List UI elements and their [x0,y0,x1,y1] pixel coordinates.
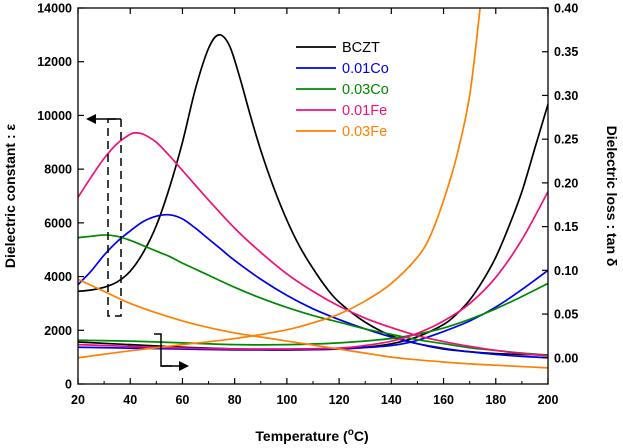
epsilon-annotation-box [107,118,122,317]
y-right-tick-label: 0.20 [554,176,578,190]
x-tick-label: 100 [276,393,297,407]
series-line-001co-epsilon [78,213,548,359]
x-axis-title-prefix: Temperature ( [255,428,348,444]
y-left-tick-label: 4000 [44,270,72,284]
x-tick-label: 20 [71,393,85,407]
x-tick-label: 200 [538,393,559,407]
y-right-axis-title: Dielectric loss : tan δ [604,126,620,267]
epsilon-arrow-head [86,114,96,124]
series-group [78,8,548,369]
y-left-tick-label: 8000 [44,163,72,177]
y-right-tick-label: 0.25 [554,133,578,147]
series-line-003fe-epsilon [78,278,548,369]
series-line-bczt-tan-delta [78,103,548,351]
series-line-003co-epsilon [78,234,548,356]
x-tick-label: 140 [381,393,402,407]
y-right-tick-label: 0.00 [554,351,578,365]
plot-frame [77,7,549,385]
y-left-tick-label: 0 [65,378,72,392]
x-tick-label: 180 [485,393,506,407]
x-tick-label: 60 [175,393,189,407]
epsilon-axis-annotation [86,114,122,317]
x-axis-title-unit: o [348,427,354,438]
legend: BCZT 0.01Co 0.03Co 0.01Fe 0.03Fe [296,40,389,140]
legend-label: 0.03Co [342,82,389,98]
series-line-001fe-tan-delta [78,190,548,350]
x-axis-title-suffix: C) [354,428,369,444]
x-axis-title: Temperature (oC) [255,427,368,444]
series-line-001fe-epsilon [78,131,548,357]
y-right-tick-label: 0.35 [554,45,578,59]
y-right-tick-label: 0.05 [554,308,578,322]
series-line-003co-tan-delta [78,282,548,346]
y-right-tick-label: 0.10 [554,264,578,278]
legend-label: 0.01Fe [342,103,387,119]
series-line-003fe-tan-delta [78,8,481,359]
x-tick-label: 120 [329,393,350,407]
tan-delta-bracket [154,333,172,367]
legend-label: 0.01Co [342,61,389,77]
y-right-tick-label: 0.30 [554,89,578,103]
x-tick-label: 160 [433,393,454,407]
x-tick-label: 40 [123,393,137,407]
series-line-bczt-epsilon [78,34,548,356]
y-left-tick-label: 12000 [37,55,72,69]
tan-delta-arrow-head [179,361,189,371]
ticks-group: 20 40 60 80 100 120 140 160 180 20002000400060008… [37,2,578,408]
y-right-tick-label: 0.40 [554,2,578,16]
legend-label: 0.03Fe [342,124,387,140]
y-left-tick-label: 10000 [37,109,72,123]
y-left-tick-label: 14000 [37,2,72,16]
y-left-tick-label: 2000 [44,324,72,338]
y-left-axis-title: Dielectric constant : ε [2,123,18,268]
y-left-tick-label: 6000 [44,216,72,230]
x-tick-label: 80 [228,393,242,407]
legend-label: BCZT [342,40,380,56]
series-line-001co-tan-delta [78,269,548,351]
y-right-tick-label: 0.15 [554,220,578,234]
tan-delta-axis-annotation [154,333,189,371]
